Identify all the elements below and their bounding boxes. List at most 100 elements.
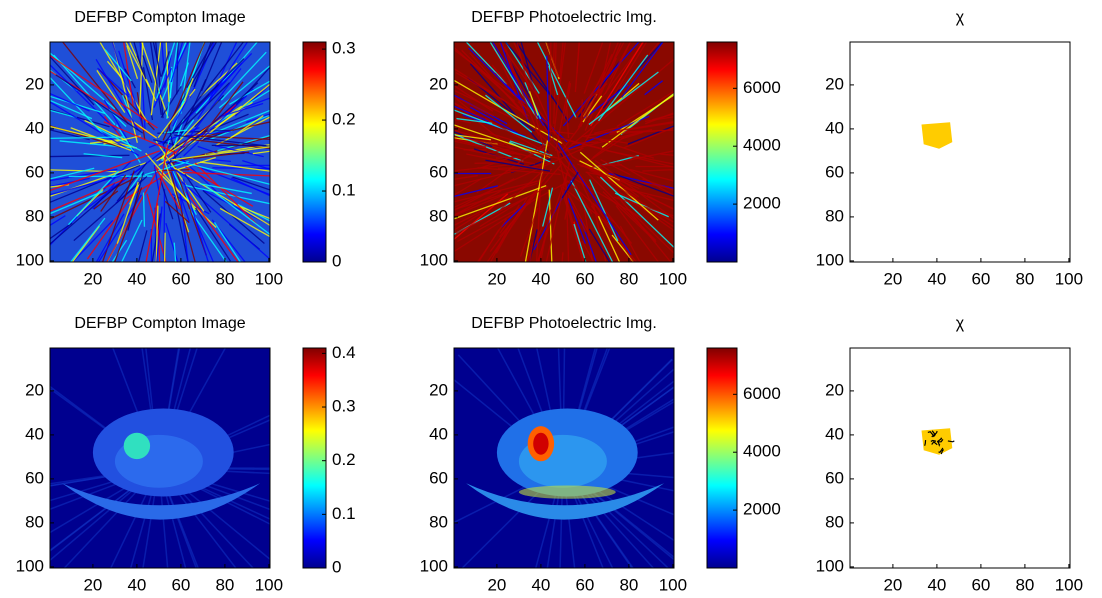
streak (456, 117, 493, 124)
streak (97, 127, 142, 152)
streak (504, 42, 554, 100)
y-tick-label: 60 (429, 468, 448, 487)
streak (562, 42, 645, 150)
streak (584, 121, 674, 137)
axes-box (849, 347, 1071, 569)
y-tick-label: 80 (825, 206, 844, 225)
streak (596, 175, 674, 232)
streak (164, 200, 190, 224)
streak (154, 166, 180, 210)
streak (50, 177, 128, 212)
streak (136, 55, 147, 80)
streak (183, 95, 248, 157)
streak (627, 125, 674, 145)
streak (219, 102, 264, 118)
streak (558, 128, 653, 154)
axes-box (849, 41, 1071, 263)
streak (114, 187, 143, 262)
streak (493, 46, 525, 112)
streak (588, 228, 611, 262)
streak (161, 42, 187, 100)
streak (604, 42, 632, 95)
streak (104, 49, 132, 82)
streak (126, 45, 139, 80)
streak (559, 42, 564, 80)
x-tick-label: 40 (927, 269, 946, 288)
streak (489, 168, 553, 253)
streak (628, 208, 674, 255)
streak (454, 95, 495, 117)
streak (598, 139, 655, 159)
streak (126, 171, 144, 194)
streak (70, 127, 132, 152)
streak (600, 159, 631, 176)
streak (455, 97, 485, 123)
streak (584, 42, 622, 131)
streak (454, 46, 516, 102)
streak (208, 158, 231, 163)
streak (50, 164, 141, 203)
streak (169, 166, 193, 181)
streak (584, 42, 620, 121)
streak (469, 63, 549, 154)
streak (553, 42, 557, 124)
image (454, 348, 674, 568)
streak (565, 96, 570, 139)
streak (615, 205, 660, 262)
streak (170, 42, 184, 83)
streak (561, 137, 605, 150)
streak (164, 129, 188, 134)
streak (92, 182, 116, 210)
streak (454, 185, 499, 198)
streak (96, 70, 126, 113)
streak (165, 42, 170, 102)
x-tick-label: 100 (255, 269, 283, 288)
streak (646, 194, 674, 211)
streak (535, 157, 543, 262)
streak (616, 94, 674, 134)
x-tick-label: 100 (255, 575, 283, 594)
streak (578, 42, 648, 152)
streak (574, 42, 581, 93)
x-tick-label: 20 (883, 575, 902, 594)
x-tick-label: 20 (83, 269, 102, 288)
streak (629, 168, 674, 182)
streak (145, 152, 196, 211)
streak (597, 215, 621, 262)
streak (454, 192, 517, 227)
streak (71, 219, 114, 262)
streak (500, 170, 544, 210)
streak (205, 185, 270, 236)
streak (159, 178, 174, 220)
streak (162, 42, 245, 145)
streak (594, 204, 635, 262)
x-tick-label: 20 (487, 269, 506, 288)
streak (121, 94, 132, 117)
streak (171, 146, 270, 161)
streak (86, 187, 139, 260)
y-tick-label: 100 (16, 250, 44, 269)
streak (116, 162, 148, 202)
colorbar-tick-label: 6000 (743, 384, 781, 403)
y-tick-label: 100 (420, 556, 448, 575)
streak (220, 51, 267, 101)
streak (172, 95, 190, 127)
streak (50, 177, 90, 188)
streak (173, 196, 189, 262)
colorbar (302, 347, 327, 569)
colorbar-tick-label: 0.2 (332, 450, 356, 469)
streak (176, 79, 207, 145)
y-tick-label: 20 (25, 74, 44, 93)
x-tick-label: 60 (575, 269, 594, 288)
streak (454, 109, 546, 146)
streak (199, 161, 270, 172)
streak (454, 193, 509, 241)
panel-title: DEFBP Photoelectric Img. (471, 9, 657, 26)
streak (197, 42, 249, 120)
streak (580, 53, 613, 117)
y-tick-label: 20 (825, 380, 844, 399)
streak (571, 141, 599, 145)
streak (127, 172, 144, 231)
streak (67, 170, 119, 226)
x-tick-label: 60 (971, 269, 990, 288)
